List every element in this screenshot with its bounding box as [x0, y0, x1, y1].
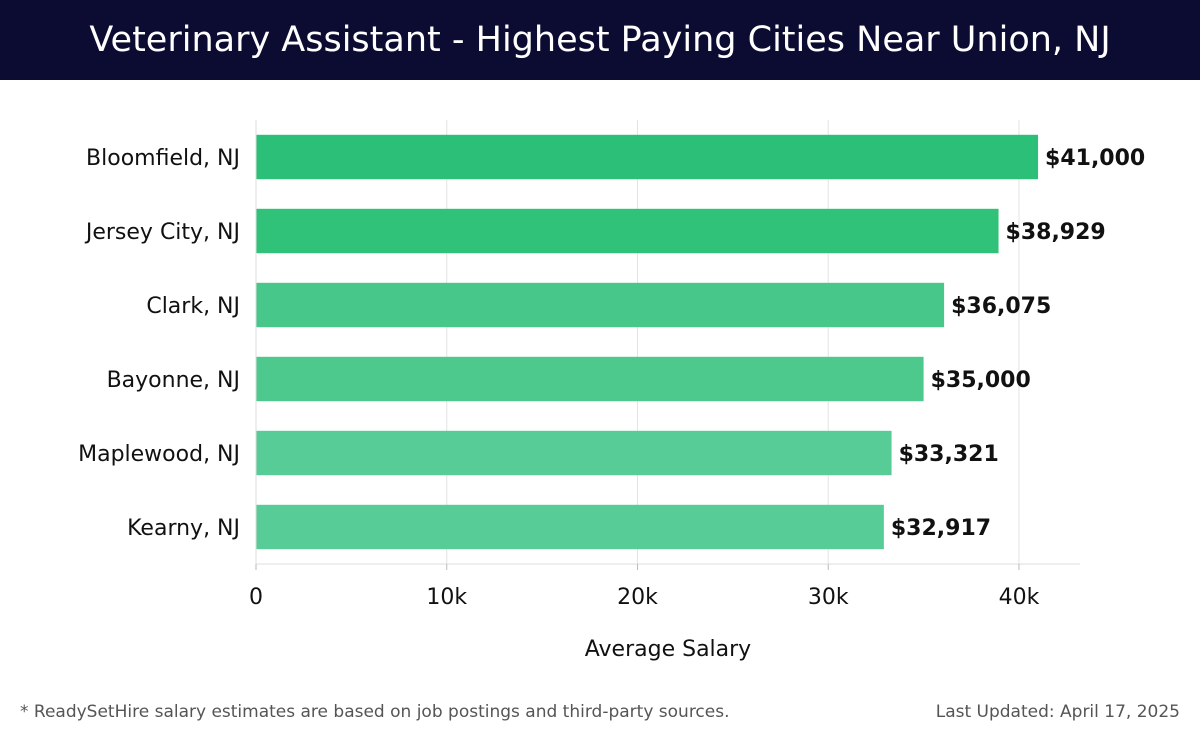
bar — [256, 504, 884, 550]
value-label: $36,075 — [951, 294, 1051, 319]
bar — [256, 356, 924, 402]
x-axis-title: Average Salary — [585, 637, 751, 662]
salary-bar-chart: 0 10k 20k 30k 40k Average Salary Bloomfield, … — [78, 120, 1145, 662]
x-tick-label: 10k — [426, 585, 467, 610]
category-label: Bayonne, NJ — [107, 368, 240, 393]
value-label: $41,000 — [1045, 146, 1145, 171]
bar — [256, 282, 945, 328]
category-label: Clark, NJ — [146, 294, 240, 319]
bar — [256, 430, 892, 476]
bar — [256, 208, 999, 254]
grid-lines — [446, 120, 1020, 564]
footer-note: * ReadySetHire salary estimates are base… — [20, 702, 730, 722]
x-tick-label: 20k — [617, 585, 658, 610]
chart-title: Veterinary Assistant - Highest Paying Ci… — [89, 20, 1111, 60]
x-tick-label: 40k — [999, 585, 1040, 610]
category-label: Maplewood, NJ — [78, 442, 240, 467]
bars — [256, 134, 1039, 550]
last-updated: Last Updated: April 17, 2025 — [935, 702, 1180, 722]
value-label: $33,321 — [899, 442, 999, 467]
category-label: Bloomfield, NJ — [86, 146, 240, 171]
x-tick-label: 0 — [249, 585, 263, 610]
value-label: $38,929 — [1006, 220, 1106, 245]
x-axis: 0 10k 20k 30k 40k Average Salary — [249, 120, 1080, 662]
value-label: $35,000 — [931, 368, 1031, 393]
labels: Bloomfield, NJ $41,000 Jersey City, NJ $38,… — [78, 146, 1145, 541]
chart-header: Veterinary Assistant - Highest Paying Ci… — [0, 0, 1200, 80]
value-label: $32,917 — [891, 516, 991, 541]
category-label: Jersey City, NJ — [84, 220, 240, 245]
x-tick-label: 30k — [808, 585, 849, 610]
bar — [256, 134, 1039, 180]
category-label: Kearny, NJ — [127, 516, 240, 541]
